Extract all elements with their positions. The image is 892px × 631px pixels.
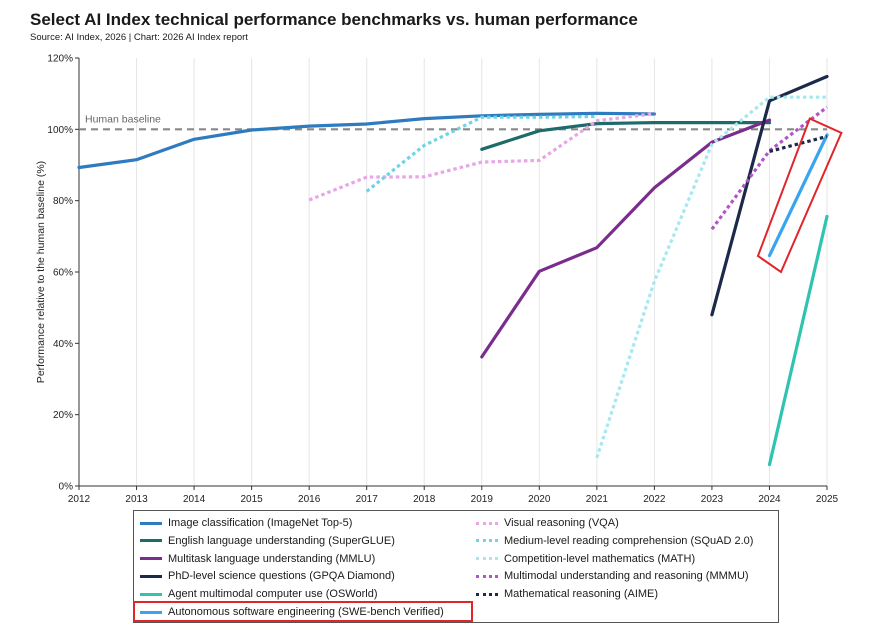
x-tick-label: 2014 [183, 494, 206, 505]
x-tick-label: 2020 [528, 494, 551, 505]
series-line-2 [480, 118, 772, 359]
x-tick-label: 2017 [356, 494, 379, 505]
series-line-10 [769, 134, 828, 153]
series-line-0 [77, 111, 657, 170]
legend-item: Visual reasoning (VQA) [476, 514, 619, 532]
legend-label: Visual reasoning (VQA) [504, 517, 619, 529]
x-tick-label: 2025 [816, 494, 839, 505]
y-tick-label: 80% [53, 196, 73, 207]
legend-label: PhD-level science questions (GPQA Diamon… [168, 570, 395, 583]
x-tick-label: 2015 [240, 494, 263, 505]
series-line-1 [480, 120, 772, 151]
legend-swatch [140, 521, 162, 525]
chart-subtitle: Source: AI Index, 2026 | Chart: 2026 AI … [30, 32, 248, 43]
series-line-3 [710, 74, 829, 317]
x-tick-label: 2022 [643, 494, 666, 505]
legend-item: English language understanding (SuperGLU… [140, 532, 395, 550]
legend-swatch [140, 592, 162, 596]
legend-label: Multimodal understanding and reasoning (… [504, 570, 749, 583]
legend-swatch [476, 574, 498, 578]
legend-item: Multitask language understanding (MMLU) [140, 550, 375, 568]
legend-label: Image classification (ImageNet Top-5) [168, 517, 353, 529]
legend-item: Agent multimodal computer use (OSWorld) [140, 585, 378, 603]
legend-item: PhD-level science questions (GPQA Diamon… [140, 567, 395, 585]
y-tick-label: 40% [53, 339, 73, 350]
legend-swatch [140, 539, 162, 543]
series-line-5 [767, 133, 829, 258]
legend-item: Multimodal understanding and reasoning (… [476, 567, 749, 585]
chart-legend: Image classification (ImageNet Top-5) Eng… [133, 510, 779, 623]
legend-item: Image classification (ImageNet Top-5) [140, 514, 352, 532]
legend-label: Agent multimodal computer use (OSWorld) [168, 588, 378, 601]
legend-swatch [140, 610, 162, 614]
chart-title: Select AI Index technical performance be… [30, 10, 638, 29]
legend-swatch [476, 592, 498, 596]
x-tick-label: 2023 [701, 494, 724, 505]
legend-label: English language understanding (SuperGLU… [168, 534, 395, 547]
legend-swatch [476, 539, 498, 543]
legend-item: Medium-level reading comprehension (SQuA… [476, 532, 753, 550]
series-line-8 [595, 95, 827, 459]
swe-bench-highlight-box [756, 117, 843, 274]
legend-item: Competition-level mathematics (MATH) [476, 550, 695, 568]
human-baseline-label: Human baseline [85, 113, 161, 125]
legend-swatch [140, 557, 162, 561]
legend-swatch [476, 557, 498, 561]
y-tick-label: 100% [47, 125, 73, 136]
x-tick-label: 2016 [298, 494, 321, 505]
legend-highlight-box [133, 601, 473, 622]
legend-label: Mathematical reasoning (AIME) [504, 588, 659, 601]
x-tick-label: 2019 [471, 494, 494, 505]
legend-label: Medium-level reading comprehension (SQuA… [504, 534, 754, 547]
legend-label: Autonomous software engineering (SWE-ben… [168, 606, 444, 618]
y-tick-label: 60% [53, 268, 73, 279]
legend-item: Autonomous software engineering (SWE-ben… [140, 603, 444, 621]
y-tick-label: 120% [47, 54, 73, 65]
legend-swatch [476, 521, 498, 525]
x-tick-label: 2024 [758, 494, 781, 505]
legend-label: Competition-level mathematics (MATH) [504, 552, 696, 565]
legend-item: Mathematical reasoning (AIME) [476, 585, 658, 603]
y-tick-label: 20% [53, 410, 73, 421]
y-axis-label: Performance relative to the human baseli… [35, 161, 47, 383]
legend-swatch [140, 574, 162, 578]
x-tick-label: 2013 [125, 494, 148, 505]
x-tick-label: 2012 [68, 494, 91, 505]
series-line-6 [308, 112, 655, 202]
y-tick-label: 0% [59, 482, 74, 493]
x-tick-label: 2021 [586, 494, 609, 505]
x-tick-label: 2018 [413, 494, 436, 505]
series-line-4 [767, 214, 829, 467]
line-chart: 0% 20% 40% 60% 80% 100% 120% 2012 2013 2014 2015 20… [35, 54, 843, 505]
legend-label: Multitask language understanding (MMLU) [168, 552, 376, 565]
series-line-7 [365, 114, 597, 193]
